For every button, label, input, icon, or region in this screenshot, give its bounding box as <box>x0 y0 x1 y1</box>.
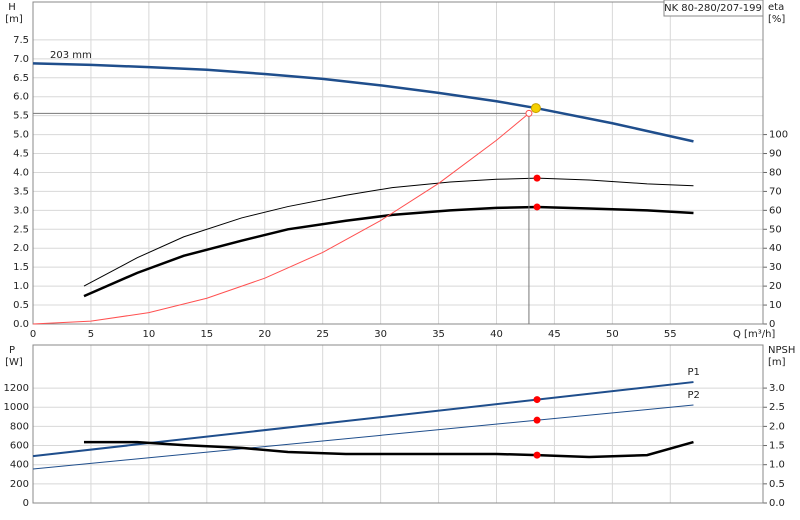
y2-axis-label: NPSH <box>768 345 795 356</box>
plot-frame <box>32 1 764 325</box>
y-axis-unit: [m] <box>5 14 23 25</box>
curve <box>83 440 694 459</box>
y-tick-label: 7.0 <box>13 54 29 65</box>
y2-tick-label: 100 <box>769 130 788 141</box>
y-tick-label: 1000 <box>4 402 29 413</box>
x-tick-label: 0 <box>30 329 36 340</box>
curve <box>32 112 530 325</box>
y-tick-label: 1.0 <box>13 281 29 292</box>
curve <box>32 62 694 143</box>
y2-tick-label: 0 <box>769 319 775 330</box>
x-tick-label: 45 <box>548 329 561 340</box>
y2-tick-label: 1.5 <box>769 441 785 452</box>
y2-tick-label: 40 <box>769 243 782 254</box>
curve <box>83 177 694 287</box>
y2-tick-label: 20 <box>769 281 782 292</box>
y2-tick-label: 30 <box>769 262 782 273</box>
operating-point <box>533 396 541 404</box>
x-tick-label: 35 <box>432 329 445 340</box>
x-tick-label: 30 <box>374 329 387 340</box>
y-tick-label: 0.0 <box>13 319 29 330</box>
operating-point <box>533 451 541 459</box>
y-axis-label: H <box>8 2 16 13</box>
y-tick-label: 1200 <box>4 383 29 394</box>
y-tick-label: 6.0 <box>13 92 29 103</box>
y2-tick-label: 90 <box>769 149 782 160</box>
y-tick-label: 200 <box>10 479 29 490</box>
operating-point <box>533 203 541 211</box>
x-tick-label: 20 <box>258 329 271 340</box>
y2-axis-unit: [m] <box>768 357 786 368</box>
y2-tick-label: 2.0 <box>769 421 785 432</box>
y2-axis-unit: [%] <box>768 14 785 25</box>
y-axis-label: P <box>9 345 15 356</box>
chart-title: NK 80-280/207-199 <box>664 3 762 14</box>
y2-tick-label: 10 <box>769 300 782 311</box>
x-tick-label: 5 <box>88 329 94 340</box>
x-tick-label: 50 <box>606 329 619 340</box>
y-tick-label: 3.0 <box>13 205 29 216</box>
operating-point <box>533 174 541 182</box>
y-axis-unit: [W] <box>5 357 23 368</box>
y-tick-label: 6.5 <box>13 73 29 84</box>
y-tick-label: 600 <box>10 441 29 452</box>
y-tick-label: 7.5 <box>13 35 29 46</box>
y2-tick-label: 0.0 <box>769 498 785 509</box>
y2-tick-label: 50 <box>769 224 782 235</box>
series-label: P2 <box>687 390 699 401</box>
y-tick-label: 2.0 <box>13 243 29 254</box>
x-tick-label: 15 <box>200 329 213 340</box>
system-end <box>525 109 533 117</box>
y-tick-label: 800 <box>10 421 29 432</box>
series-label: P1 <box>687 367 699 378</box>
y-tick-label: 0.5 <box>13 300 29 311</box>
x-axis-label: Q [m³/h] <box>733 329 775 340</box>
curve <box>83 205 694 298</box>
y-tick-label: 1.5 <box>13 262 29 273</box>
title-box <box>663 0 764 17</box>
y2-tick-label: 0.5 <box>769 479 785 490</box>
y2-tick-label: 60 <box>769 205 782 216</box>
impeller-label: 203 mm <box>50 50 92 61</box>
y-tick-label: 5.5 <box>13 111 29 122</box>
y2-axis-label: eta <box>768 2 784 13</box>
y2-tick-label: 1.0 <box>769 460 785 471</box>
x-tick-label: 10 <box>143 329 156 340</box>
y-tick-label: 2.5 <box>13 224 29 235</box>
x-tick-label: 55 <box>664 329 677 340</box>
y-tick-label: 0 <box>23 498 29 509</box>
plot-frame <box>32 344 764 504</box>
x-tick-label: 40 <box>490 329 503 340</box>
y-tick-label: 4.0 <box>13 167 29 178</box>
curve <box>32 404 694 470</box>
y-tick-label: 5.0 <box>13 130 29 141</box>
y2-tick-label: 3.0 <box>769 383 785 394</box>
x-tick-label: 25 <box>316 329 329 340</box>
y2-tick-label: 2.5 <box>769 402 785 413</box>
y-tick-label: 4.5 <box>13 149 29 160</box>
y-tick-label: 3.5 <box>13 186 29 197</box>
curve <box>32 381 694 458</box>
operating-point <box>530 103 541 114</box>
y2-tick-label: 80 <box>769 167 782 178</box>
y-tick-label: 400 <box>10 460 29 471</box>
operating-point <box>533 416 541 424</box>
y2-tick-label: 70 <box>769 186 782 197</box>
